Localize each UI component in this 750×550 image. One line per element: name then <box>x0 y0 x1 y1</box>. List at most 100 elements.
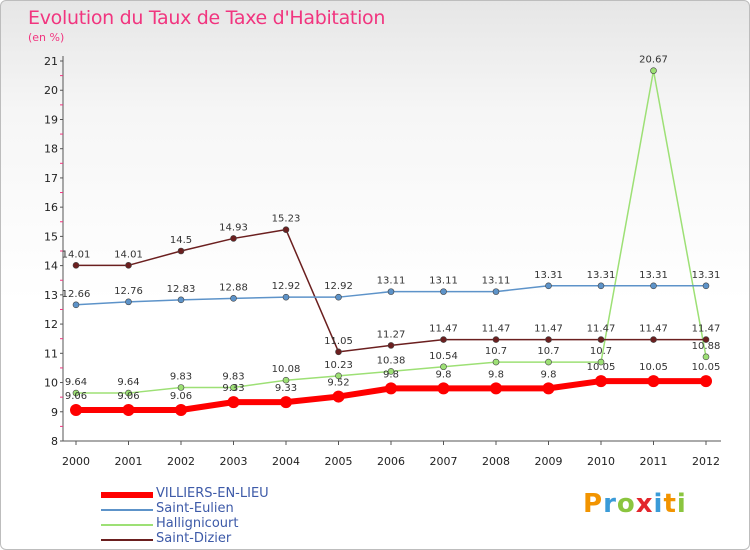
data-label-villiers-en-lieu: 9.33 <box>275 383 297 394</box>
data-point-villiers-en-lieu <box>437 382 450 395</box>
data-label-saint-eulien: 13.11 <box>482 276 511 287</box>
data-point-saint-eulien <box>650 282 657 290</box>
data-point-saint-eulien <box>282 293 290 301</box>
x-tick-label: 2001 <box>115 455 143 468</box>
data-point-saint-eulien <box>125 298 132 306</box>
data-label-saint-eulien: 13.31 <box>692 270 721 281</box>
y-tick-label: 8 <box>51 435 58 448</box>
data-point-villiers-en-lieu <box>70 404 82 417</box>
data-label-saint-dizier: 11.05 <box>324 336 353 347</box>
data-label-hallignicourt: 20.67 <box>639 55 668 66</box>
x-tick-label: 2012 <box>692 455 720 468</box>
x-tick-label: 2004 <box>272 455 300 468</box>
data-point-saint-dizier <box>545 336 552 343</box>
data-point-hallignicourt <box>282 376 290 384</box>
data-point-saint-eulien <box>597 282 605 290</box>
data-label-hallignicourt: 10.54 <box>429 351 458 362</box>
data-label-saint-eulien: 13.31 <box>639 270 668 281</box>
data-point-saint-eulien <box>545 282 552 290</box>
data-label-saint-dizier: 11.27 <box>377 329 406 340</box>
logo-letter: t <box>663 489 677 519</box>
data-point-villiers-en-lieu <box>490 382 502 395</box>
legend-swatch <box>101 492 153 498</box>
proxiti-logo: Proxiti <box>583 489 687 519</box>
x-tick-label: 2005 <box>325 455 353 468</box>
data-point-villiers-en-lieu <box>647 375 660 388</box>
data-point-saint-eulien <box>177 296 185 304</box>
data-point-villiers-en-lieu <box>595 375 607 388</box>
data-point-saint-dizier <box>702 336 710 343</box>
data-label-saint-dizier: 14.01 <box>114 249 143 260</box>
data-point-hallignicourt <box>545 358 552 366</box>
data-label-saint-eulien: 12.88 <box>219 282 248 293</box>
data-label-villiers-en-lieu: 9.06 <box>117 391 139 402</box>
data-point-saint-eulien <box>492 288 500 295</box>
data-point-villiers-en-lieu <box>122 404 135 417</box>
logo-letter: o <box>616 489 636 519</box>
y-tick-label: 20 <box>44 84 58 97</box>
data-point-saint-eulien <box>335 293 342 301</box>
data-label-saint-eulien: 12.92 <box>324 281 353 292</box>
logo-letter: i <box>653 489 664 519</box>
data-label-saint-eulien: 13.31 <box>534 270 563 281</box>
legend-label: Saint-Dizier <box>156 531 232 546</box>
legend-swatch <box>101 509 153 511</box>
legend-label: Hallignicourt <box>156 516 239 531</box>
data-point-saint-dizier <box>125 262 132 269</box>
data-label-saint-dizier: 11.47 <box>692 324 721 335</box>
chart-subtitle: (en %) <box>28 31 65 44</box>
data-point-saint-dizier <box>177 247 185 255</box>
y-tick-label: 15 <box>44 230 58 243</box>
x-tick-label: 2009 <box>535 455 563 468</box>
legend-label: Saint-Eulien <box>156 501 234 516</box>
data-point-saint-dizier <box>387 342 395 349</box>
data-point-saint-eulien <box>387 288 395 295</box>
x-tick-label: 2006 <box>377 455 405 468</box>
data-point-hallignicourt <box>650 67 657 74</box>
data-point-villiers-en-lieu <box>227 396 240 409</box>
data-point-saint-eulien <box>702 282 710 290</box>
data-label-saint-dizier: 14.93 <box>219 222 248 233</box>
x-tick-label: 2011 <box>640 455 668 468</box>
data-point-saint-dizier <box>492 336 500 343</box>
data-point-hallignicourt <box>72 389 80 397</box>
data-label-hallignicourt: 9.83 <box>222 372 244 383</box>
data-label-hallignicourt: 10.23 <box>324 360 353 371</box>
y-tick-label: 17 <box>44 172 58 185</box>
data-point-hallignicourt <box>440 363 447 371</box>
logo-letter: P <box>583 489 604 519</box>
logo-letter: i <box>676 489 687 519</box>
data-label-villiers-en-lieu: 9.06 <box>170 391 192 402</box>
data-point-saint-dizier <box>335 348 342 356</box>
data-point-hallignicourt <box>230 384 237 391</box>
y-tick-label: 12 <box>44 318 58 331</box>
data-point-hallignicourt <box>177 384 185 391</box>
data-label-villiers-en-lieu: 9.8 <box>436 369 452 380</box>
data-label-saint-dizier: 11.47 <box>482 324 511 335</box>
data-label-saint-eulien: 13.31 <box>587 270 616 281</box>
data-label-villiers-en-lieu: 9.33 <box>222 383 244 394</box>
data-point-villiers-en-lieu <box>385 382 397 395</box>
data-label-saint-dizier: 11.47 <box>429 324 458 335</box>
x-tick-label: 2008 <box>482 455 510 468</box>
data-point-villiers-en-lieu <box>280 396 292 409</box>
y-tick-label: 21 <box>44 55 58 68</box>
data-point-saint-dizier <box>72 262 80 269</box>
y-tick-label: 11 <box>44 347 58 360</box>
legend-label: VILLIERS-EN-LIEU <box>156 486 269 501</box>
data-label-saint-dizier: 11.47 <box>639 324 668 335</box>
data-label-hallignicourt: 10.08 <box>272 364 301 375</box>
y-tick-label: 18 <box>44 143 58 156</box>
data-label-saint-eulien: 13.11 <box>429 276 458 287</box>
data-point-saint-dizier <box>597 336 605 343</box>
data-label-hallignicourt: 9.64 <box>117 377 139 388</box>
data-label-saint-dizier: 15.23 <box>272 214 301 225</box>
y-tick-label: 9 <box>51 406 58 419</box>
data-label-saint-dizier: 14.01 <box>62 249 91 260</box>
data-label-villiers-en-lieu: 9.8 <box>383 369 399 380</box>
data-point-saint-eulien <box>440 288 447 295</box>
data-label-saint-dizier: 11.47 <box>587 324 616 335</box>
data-label-hallignicourt: 10.7 <box>590 346 612 357</box>
